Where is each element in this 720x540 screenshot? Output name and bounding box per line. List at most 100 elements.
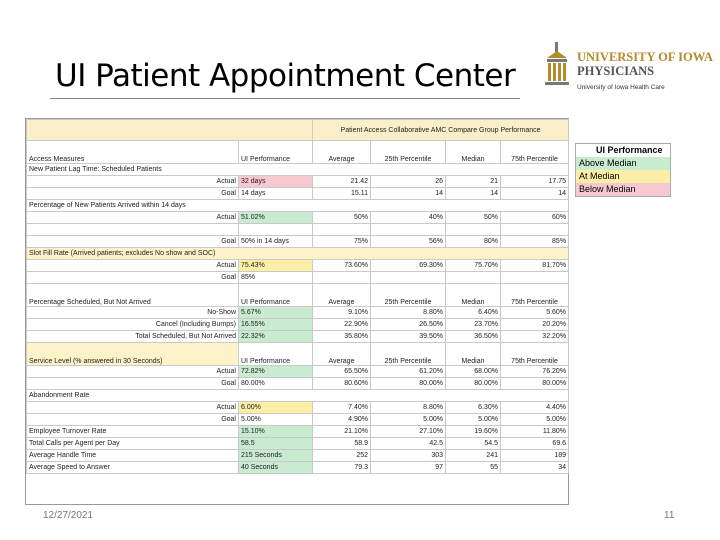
legend-item: Below Median <box>576 183 670 196</box>
table-cell: 11.80% <box>499 425 570 438</box>
table-cell: 75.70% <box>445 259 501 272</box>
table-cell: 6.30% <box>445 401 501 414</box>
table-row: Percentage Scheduled, But Not Arrived UI … <box>26 283 570 307</box>
table-cell: 26.50% <box>370 318 446 331</box>
row-label: Cancel (Including Bumps) <box>26 318 239 331</box>
table-cell: 73.60% <box>312 259 371 272</box>
table-row: Average Speed to Answer 40 Seconds 79.3 97 5… <box>26 461 570 474</box>
slide-title: UI Patient Appointment Center <box>55 58 516 94</box>
table-cell <box>312 223 371 236</box>
table-cell: 69.30% <box>370 259 446 272</box>
table-cell: Average <box>312 342 371 366</box>
table-cell: 14 <box>370 187 446 200</box>
row-label: Average Handle Time <box>26 449 239 462</box>
table-cell: 61.20% <box>370 365 446 378</box>
row-label: Percentage Scheduled, But Not Arrived <box>26 283 239 307</box>
table-cell: 80.00% <box>499 377 570 390</box>
legend-item: At Median <box>576 170 670 183</box>
table-cell: Median <box>445 140 501 164</box>
table-row: Actual 51.02% 50% 40% 50% 60% <box>26 211 570 224</box>
table-cell: 80.00% <box>238 377 313 390</box>
table-cell <box>312 271 371 284</box>
table-cell: 50% in 14 days <box>238 235 313 248</box>
table-cell: Median <box>445 283 501 307</box>
table-row: Goal 5.00% 4.90% 5.00% 5.00% 5.00% <box>26 413 570 426</box>
table-cell: 75th Percentile <box>499 283 570 307</box>
table-cell: 15.10% <box>238 425 313 438</box>
table-row: Actual 75.43% 73.60% 69.30% 75.70% 81.70% <box>26 259 570 272</box>
performance-table: Patient Access Collaborative AMC Compare… <box>25 118 570 505</box>
row-label: Employee Turnover Rate <box>26 425 239 438</box>
table-cell: 17.75 <box>499 175 570 188</box>
table-row: Average Handle Time 215 Seconds 252 303 241 1… <box>26 449 570 462</box>
table-cell: 40 Seconds <box>238 461 313 474</box>
table-cell: 16.55% <box>238 318 313 331</box>
table-cell: 14 <box>445 187 501 200</box>
section-label: Percentage of New Patients Arrived withi… <box>25 199 570 212</box>
row-label <box>26 223 239 236</box>
logo-text: PHYSICIANS <box>577 64 655 78</box>
table-cell <box>370 223 446 236</box>
table-cell: 20.20% <box>499 318 570 331</box>
row-label: No-Show <box>26 306 239 319</box>
table-cell: 32.20% <box>499 330 570 343</box>
table-cell: 72.82% <box>238 365 313 378</box>
table-cell <box>370 271 446 284</box>
table-cell: 40% <box>370 211 446 224</box>
row-label: Goal <box>26 235 239 248</box>
table-cell: 4.40% <box>499 401 570 414</box>
table-cell <box>27 474 569 499</box>
table-cell: 15.11 <box>312 187 371 200</box>
table-cell: 25th Percentile <box>370 342 446 366</box>
table-cell: 76.20% <box>499 365 570 378</box>
table-cell: 69.6 <box>499 437 570 450</box>
table-cell: 32 days <box>238 175 313 188</box>
table-cell: 189 <box>499 449 570 462</box>
table-cell: 27.10% <box>370 425 446 438</box>
table-cell: 56% <box>370 235 446 248</box>
table-cell: UI Performance <box>238 140 313 164</box>
table-cell: 19.60% <box>445 425 501 438</box>
table-cell: Average <box>312 140 371 164</box>
table-cell: UI Performance <box>238 283 313 307</box>
row-label: Actual <box>26 401 239 414</box>
row-label: Actual <box>26 365 239 378</box>
table-cell: Median <box>445 342 501 366</box>
table-cell: 21 <box>445 175 501 188</box>
table-cell: 14 days <box>238 187 313 200</box>
table-cell: 80.00% <box>445 377 501 390</box>
table-cell: 252 <box>312 449 371 462</box>
table-cell <box>445 271 501 284</box>
table-row: Abandonment Rate <box>25 389 570 402</box>
table-cell: 5.60% <box>499 306 570 319</box>
table-cell: 75th Percentile <box>499 342 570 366</box>
table-cell: 42.5 <box>370 437 446 450</box>
table-row: Actual 32 days 21.42 26 21 17.75 <box>26 175 570 188</box>
page-number: 11 <box>664 510 675 521</box>
table-cell: 14 <box>499 187 570 200</box>
row-label: Goal <box>26 187 239 200</box>
logo-icon <box>545 42 569 85</box>
table-cell: 25th Percentile <box>370 283 446 307</box>
table-cell: 5.67% <box>238 306 313 319</box>
row-label: Goal <box>26 377 239 390</box>
table-cell: 26 <box>370 175 446 188</box>
logo: UNIVERSITY OF IOWA PHYSICIANS University… <box>543 40 713 102</box>
table-cell: 80% <box>445 235 501 248</box>
table-row: Actual 6.00% 7.40% 8.80% 6.30% 4.40% <box>26 401 570 414</box>
table-cell <box>238 223 313 236</box>
row-label: Actual <box>26 259 239 272</box>
table-cell: 21.10% <box>312 425 371 438</box>
title-rule <box>50 98 520 99</box>
table-row: Patient Access Collaborative AMC Compare… <box>26 119 570 141</box>
table-cell: 8.80% <box>370 306 446 319</box>
logo-text: UNIVERSITY OF IOWA <box>577 50 713 64</box>
legend: UI Performance Above Median At Median Below… <box>575 143 671 197</box>
table-row: Slot Fill Rate (Arrived patients; exclud… <box>25 247 570 260</box>
table-cell: 6.00% <box>238 401 313 414</box>
table-row: Access Measures UI Performance Average 25th… <box>26 140 570 164</box>
row-label: Service Level (% answered in 30 Seconds) <box>26 342 239 366</box>
table-cell: 75th Percentile <box>499 140 570 164</box>
table-cell: 36.50% <box>445 330 501 343</box>
